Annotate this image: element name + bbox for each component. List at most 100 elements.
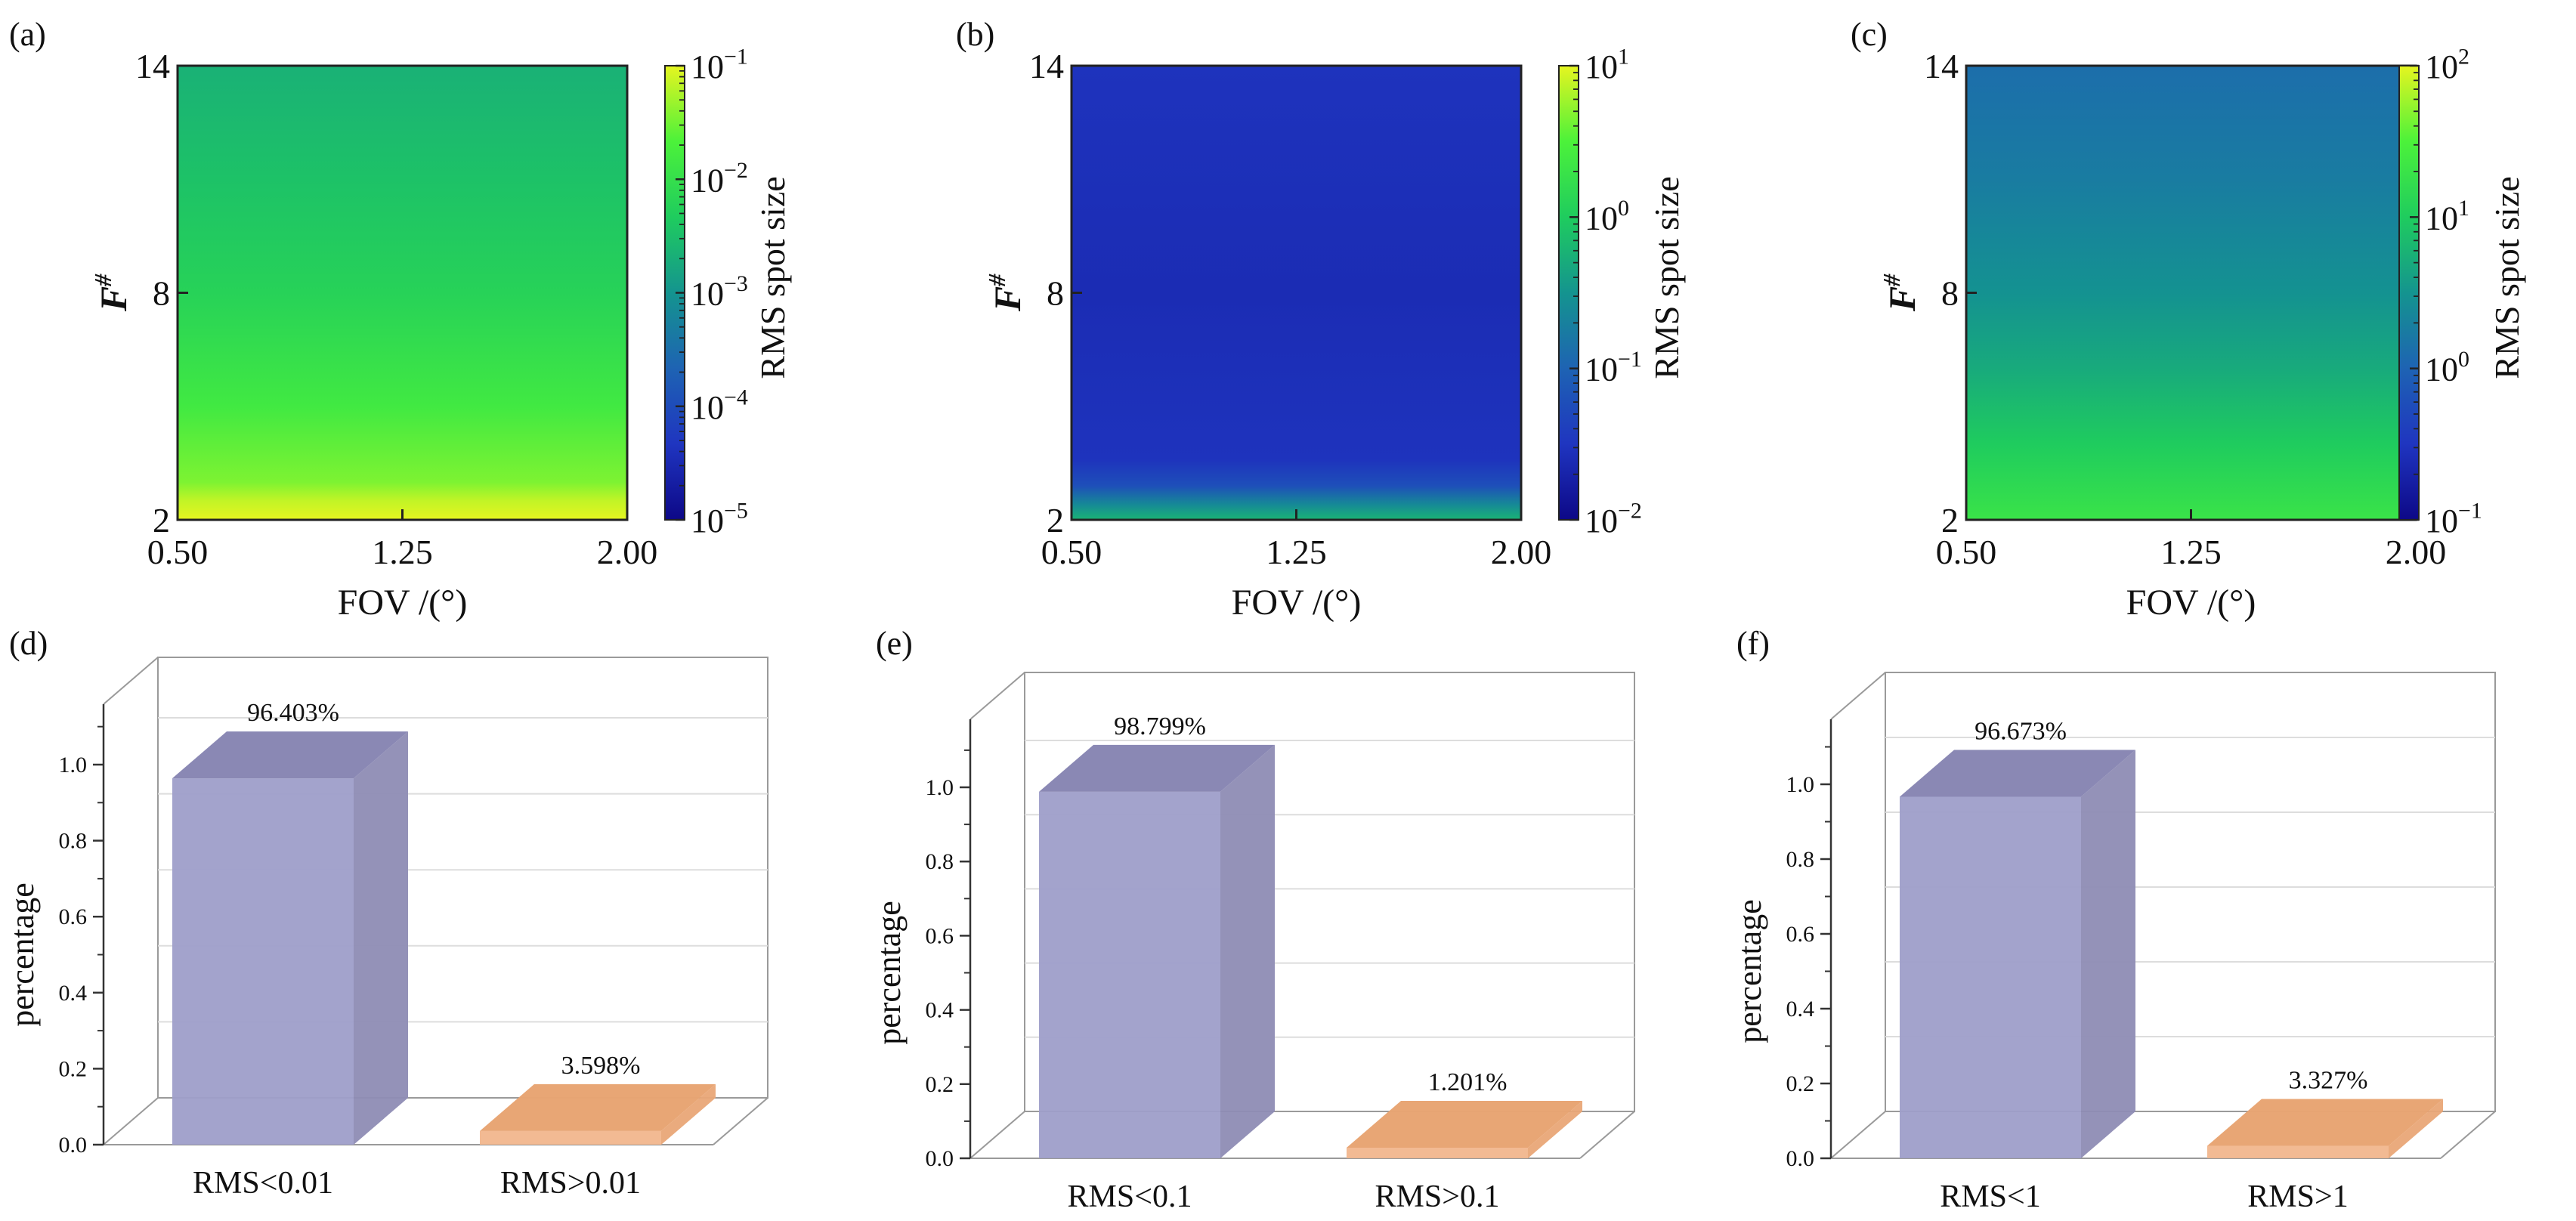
bar-RMS<0.01: [172, 731, 408, 1145]
x-tick-label: RMS<1: [1940, 1179, 2040, 1214]
y-tick-label: 8: [153, 274, 170, 313]
bar-RMS>0.1: [1347, 1101, 1582, 1158]
panel-label: (a): [9, 16, 46, 53]
colorbar-tick-label-base: 10: [691, 389, 724, 426]
y-axis-label: F#: [1878, 274, 1923, 312]
y-tick-label: 0.2: [926, 1072, 954, 1097]
y-axis-label: percentage: [1731, 899, 1768, 1043]
colorbar-tick-label: 10−2: [1585, 499, 1642, 539]
x-axis-label: FOV /(°): [1232, 583, 1362, 623]
colorbar-label: RMS spot size: [1647, 176, 1686, 379]
colorbar-tick-label: 100: [2425, 347, 2469, 388]
colorbar-tick-label-exp: −5: [724, 499, 748, 524]
bar-front: [172, 778, 354, 1145]
y-axis-label-sup: #: [1878, 274, 1905, 287]
colorbar-tick-label: 10−1: [2425, 499, 2482, 539]
bar-panel-d: (d) 0.0 0.2 0.4 0.6 0.8 1.0 percentage 96.403% RM…: [4, 625, 768, 1201]
y-axis-label: F#: [89, 274, 135, 312]
colorbar-tick-label: 101: [1585, 45, 1629, 85]
colorbar-tick-label-exp: 1: [2458, 196, 2469, 221]
colorbar-tick-label-exp: −1: [2458, 499, 2482, 524]
y-tick-label: 0.2: [1786, 1071, 1815, 1096]
bar-RMS<1: [1900, 750, 2135, 1158]
data-label: 96.673%: [1975, 717, 2067, 745]
x-axis-label: FOV /(°): [338, 583, 468, 623]
bar-top: [1900, 750, 2135, 797]
bar-RMS<0.1: [1039, 744, 1275, 1158]
colorbar-tick-label-exp: 2: [2458, 45, 2469, 70]
x-tick-label: 0.50: [147, 533, 209, 571]
x-axis-label: FOV /(°): [2126, 583, 2256, 623]
y-tick-label: 0.0: [59, 1133, 88, 1158]
panel-label: (c): [1851, 16, 1888, 53]
colorbar-tick-label-exp: −3: [724, 271, 748, 296]
colorbar-tick-label-base: 10: [1585, 48, 1618, 85]
panel-label: (e): [876, 625, 913, 662]
y-tick-label: 2: [1047, 501, 1064, 539]
floor-edge: [969, 1111, 1025, 1159]
bar-side: [2389, 1099, 2443, 1158]
bar-panel-e: (e) 0.0 0.2 0.4 0.6 0.8 1.0 percentage 98.799% RM…: [871, 625, 1635, 1214]
colorbar-tick-label-base: 10: [1585, 502, 1618, 539]
panel-label: (f): [1736, 625, 1770, 662]
colorbar-label: RMS spot size: [753, 176, 792, 379]
data-label: 98.799%: [1114, 713, 1206, 740]
heatmap-field: [1966, 66, 2416, 520]
bar-front: [1347, 1148, 1528, 1158]
y-tick-label: 0.4: [1786, 997, 1815, 1022]
y-tick-label: 0.8: [926, 849, 954, 874]
x-tick-label: 0.50: [1041, 533, 1102, 571]
x-tick-label: 1.25: [1266, 533, 1327, 571]
bar-top: [172, 731, 408, 779]
x-tick-label: RMS<0.1: [1068, 1179, 1192, 1214]
y-tick-label: 0.6: [926, 923, 954, 948]
y-tick-label: 1.0: [926, 775, 954, 800]
x-tick-label: RMS>0.01: [500, 1166, 641, 1201]
y-axis-label-main: F: [1881, 286, 1923, 312]
colorbar-tick-label-base: 10: [1585, 351, 1618, 388]
bar-RMS>0.01: [480, 1083, 716, 1145]
bar-top: [2207, 1099, 2443, 1146]
x-tick-label: RMS<0.01: [193, 1166, 333, 1201]
colorbar-tick-label-exp: −4: [724, 385, 748, 410]
colorbar-tick-label-base: 10: [2425, 351, 2458, 388]
data-label: 3.327%: [2289, 1067, 2368, 1095]
floor-right: [713, 1097, 768, 1145]
bar-top: [480, 1083, 716, 1131]
colorbar-tick-label: 10−1: [1585, 347, 1642, 388]
y-axis-label-sup: #: [89, 274, 116, 287]
colorbar-tick-label-base: 10: [691, 48, 724, 85]
y-tick-label: 8: [1941, 274, 1959, 313]
bar-front: [2207, 1145, 2389, 1158]
bar-panel-f: (f) 0.0 0.2 0.4 0.6 0.8 1.0 percentage 96.673% RM…: [1731, 625, 2496, 1214]
x-tick-label: RMS>1: [2247, 1179, 2348, 1214]
colorbar-tick-label-base: 10: [691, 276, 724, 313]
y-tick-label: 8: [1047, 274, 1064, 313]
colorbar: [2399, 66, 2419, 520]
floor-right: [1579, 1111, 1635, 1159]
bar-front: [1900, 796, 2081, 1158]
colorbar-tick-label: 10−3: [691, 271, 748, 312]
y-axis-label: percentage: [871, 901, 908, 1045]
wall-edge: [969, 672, 1025, 720]
colorbar-tick-label-base: 10: [691, 162, 724, 199]
colorbar-tick-label: 101: [2425, 196, 2469, 236]
colorbar-tick-label-exp: 0: [2458, 347, 2469, 372]
colorbar: [1559, 66, 1579, 520]
y-tick-label: 0.8: [59, 829, 88, 854]
data-label: 1.201%: [1428, 1068, 1508, 1096]
colorbar-tick-label-base: 10: [691, 502, 724, 539]
colorbar-tick-label-exp: 1: [1618, 45, 1629, 70]
colorbar-frame: [1558, 65, 1579, 521]
floor-right: [2440, 1111, 2496, 1159]
colorbar-tick-label-base: 10: [2425, 502, 2458, 539]
heatmap-field: [178, 66, 627, 520]
data-label: 3.598%: [561, 1052, 641, 1080]
bar-side: [1220, 744, 1275, 1158]
y-tick-label: 0.6: [1786, 922, 1815, 947]
y-tick-label: 0.8: [1786, 847, 1815, 872]
colorbar-tick-label: 10−4: [691, 385, 748, 425]
